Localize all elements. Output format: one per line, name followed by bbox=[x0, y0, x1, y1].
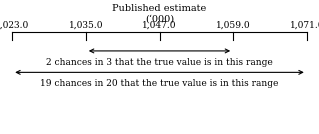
Text: (‘000): (‘000) bbox=[145, 15, 174, 24]
Text: Published estimate: Published estimate bbox=[112, 4, 207, 13]
Text: 1,023.0: 1,023.0 bbox=[0, 21, 29, 30]
Text: 1,035.0: 1,035.0 bbox=[69, 21, 103, 30]
Text: 1,071.0: 1,071.0 bbox=[289, 21, 319, 30]
Text: 1,047.0: 1,047.0 bbox=[142, 21, 177, 30]
Text: 1,059.0: 1,059.0 bbox=[216, 21, 250, 30]
Text: 19 chances in 20 that the true value is in this range: 19 chances in 20 that the true value is … bbox=[40, 79, 279, 88]
Text: 2 chances in 3 that the true value is in this range: 2 chances in 3 that the true value is in… bbox=[46, 58, 273, 67]
